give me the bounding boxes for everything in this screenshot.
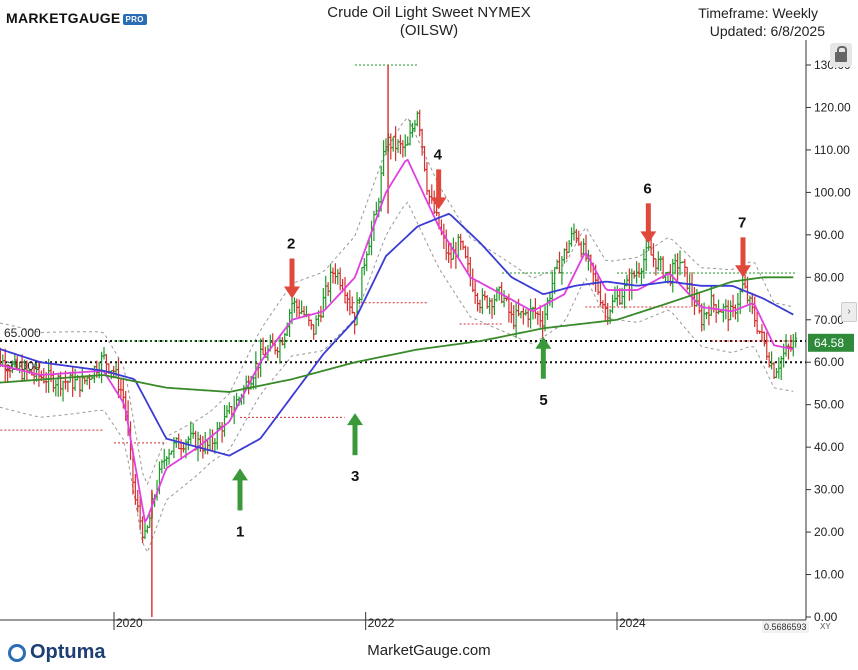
lower-band	[0, 201, 794, 554]
xy-toggle[interactable]: XY	[820, 622, 831, 631]
up-arrow-head	[232, 468, 249, 481]
marker-label: 5	[539, 392, 547, 409]
y-tick-label: 90.00	[814, 228, 844, 242]
marker-label: 4	[434, 146, 443, 163]
down-arrow-head	[283, 286, 300, 299]
y-tick-label: 120.00	[814, 100, 851, 114]
y-tick-label: 40.00	[814, 440, 844, 454]
up-arrow-head	[346, 413, 363, 426]
chart-title: Crude Oil Light Sweet NYMEX	[327, 4, 531, 21]
logo-text: MARKETGAUGE	[6, 10, 121, 26]
lock-icon[interactable]	[830, 43, 852, 67]
x-tick-label: 2022	[368, 616, 395, 630]
y-tick-label: 110.00	[814, 143, 850, 157]
scale-readout: 0.5686593	[762, 621, 809, 633]
footer-site: MarketGauge.com	[367, 642, 491, 659]
last-price-label: 64.58	[814, 336, 844, 350]
optuma-text: Optuma	[30, 641, 106, 663]
ma-fast-line	[0, 158, 794, 524]
marker-label: 1	[236, 523, 244, 540]
moving-averages	[0, 158, 794, 524]
y-tick-label: 100.00	[814, 185, 851, 199]
marker-label: 7	[738, 214, 746, 231]
ma-slow-line	[0, 276, 794, 393]
x-tick-label: 2020	[116, 616, 143, 630]
level-65-label: 65.000	[4, 326, 41, 340]
annotation-arrows: 1 2 3 4 5 6 7	[232, 146, 752, 540]
chart-subtitle: (OILSW)	[399, 22, 459, 39]
optuma-icon	[8, 643, 26, 662]
axes: 0.00 10.00 20.00 30.00 40.00 50.00 60.00 70.00 8…	[0, 40, 854, 630]
logo-badge: PRO	[122, 13, 147, 25]
volatility-bands	[0, 116, 794, 554]
y-tick-label: 20.00	[814, 525, 844, 539]
y-tick-label: 70.00	[814, 313, 844, 327]
down-arrow-head	[430, 197, 447, 210]
y-tick-label: 50.00	[814, 398, 844, 412]
scale-toggle-button[interactable]: ›	[841, 302, 857, 322]
last-price-badge	[808, 333, 854, 352]
up-arrow-head	[535, 336, 552, 349]
marketgauge-logo: MARKETGAUGE PRO	[6, 10, 147, 26]
optuma-logo: Optuma	[8, 641, 106, 664]
ma-mid-line	[0, 212, 794, 457]
timeframe-label: Timeframe: Weekly	[698, 5, 818, 21]
marker-label: 2	[287, 236, 295, 253]
y-tick-label: 60.00	[814, 355, 844, 369]
x-tick-label: 2024	[619, 616, 646, 630]
down-arrow-head	[640, 231, 657, 244]
y-tick-label: 30.00	[814, 483, 844, 497]
marker-label: 6	[643, 180, 651, 197]
y-tick-label: 0.00	[814, 610, 838, 624]
updated-label: Updated: 6/8/2025	[709, 23, 825, 39]
down-arrow-head	[735, 265, 752, 278]
y-tick-label: 80.00	[814, 270, 844, 284]
marker-label: 3	[351, 468, 359, 485]
y-tick-label: 10.00	[814, 568, 844, 582]
